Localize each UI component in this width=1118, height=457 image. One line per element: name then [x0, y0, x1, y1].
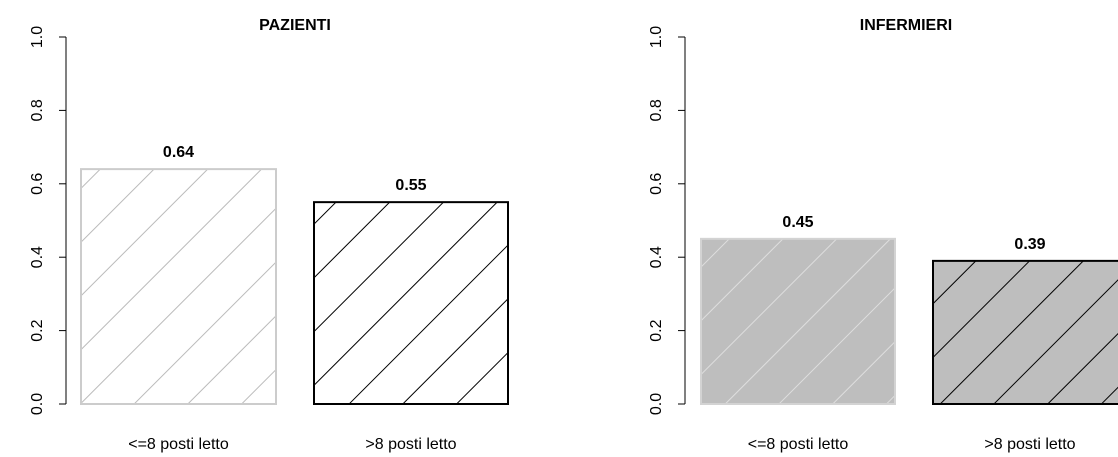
y-tick-label: 0.4	[29, 246, 46, 268]
bar-2	[313, 201, 509, 405]
y-tick-label: 0.0	[29, 393, 46, 415]
y-tick-label: 0.6	[648, 173, 665, 195]
y-tick-label: 0.8	[648, 99, 665, 121]
y-tick-label: 0.4	[648, 246, 665, 268]
y-tick-label: 1.0	[29, 26, 46, 48]
bar-2	[932, 259, 1118, 405]
bar-1	[700, 237, 896, 405]
bar-value-label: 0.64	[163, 144, 194, 161]
y-tick-label: 0.0	[648, 393, 665, 415]
chart-panel-2: INFERMIERI 0.0 0.2 0.4 0.6 0.8 1.0 0.45 <=8 post…	[648, 17, 1118, 453]
bar-value-label: 0.45	[782, 214, 813, 231]
y-tick-label: 0.6	[29, 173, 46, 195]
bar-value-label: 0.39	[1014, 236, 1045, 253]
chart-panel-1: PAZIENTI 0.0 0.2 0.4 0.6 0.8 1.0 0.64 <=8 posti …	[29, 17, 509, 453]
x-category-label: >8 posti letto	[984, 436, 1075, 453]
chart-title: INFERMIERI	[860, 17, 952, 34]
y-tick-label: 0.2	[648, 319, 665, 341]
x-category-label: <=8 posti letto	[748, 436, 849, 453]
bar-1	[80, 168, 277, 405]
y-tick-label: 1.0	[648, 26, 665, 48]
x-category-label: <=8 posti letto	[128, 436, 229, 453]
x-category-label: >8 posti letto	[365, 436, 456, 453]
y-tick-label: 0.8	[29, 99, 46, 121]
chart-title: PAZIENTI	[259, 17, 331, 34]
bar-value-label: 0.55	[395, 177, 426, 194]
y-tick-label: 0.2	[29, 319, 46, 341]
